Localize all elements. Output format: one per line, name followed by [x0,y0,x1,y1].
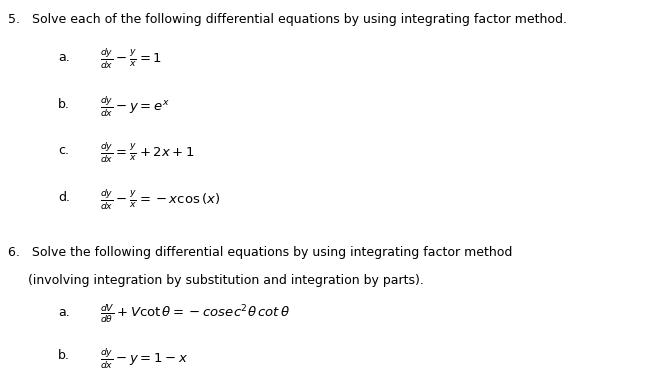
Text: c.: c. [58,144,69,158]
Text: $\frac{dV}{d\theta} + V\cot\theta = -cosec^{2}\theta\, cot\,\theta$: $\frac{dV}{d\theta} + V\cot\theta = -cos… [100,303,290,325]
Text: $\frac{dy}{dx} - y = e^x$: $\frac{dy}{dx} - y = e^x$ [100,94,170,119]
Text: (involving integration by substitution and integration by parts).: (involving integration by substitution a… [8,274,424,287]
Text: d.: d. [58,191,70,204]
Text: 5.   Solve each of the following differential equations by using integrating fac: 5. Solve each of the following different… [8,13,567,26]
Text: $\frac{dy}{dx} - y = 1 - x$: $\frac{dy}{dx} - y = 1 - x$ [100,347,188,371]
Text: a.: a. [58,306,70,319]
Text: 6.   Solve the following differential equations by using integrating factor meth: 6. Solve the following differential equa… [8,246,512,259]
Text: b.: b. [58,349,70,362]
Text: b.: b. [58,98,70,111]
Text: $\frac{dy}{dx} = \frac{y}{x} + 2x + 1$: $\frac{dy}{dx} = \frac{y}{x} + 2x + 1$ [100,141,194,165]
Text: $\frac{dy}{dx} - \frac{y}{x} = -x\cos\left(x\right)$: $\frac{dy}{dx} - \frac{y}{x} = -x\cos\le… [100,188,220,213]
Text: a.: a. [58,51,70,64]
Text: $\frac{dy}{dx} - \frac{y}{x} = 1$: $\frac{dy}{dx} - \frac{y}{x} = 1$ [100,47,162,71]
